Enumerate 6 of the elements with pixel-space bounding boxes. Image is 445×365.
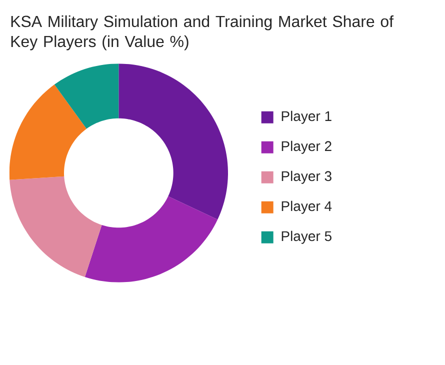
legend-label: Player 2 xyxy=(282,140,332,154)
legend-label: Player 5 xyxy=(282,230,332,244)
legend-label: Player 3 xyxy=(282,170,332,184)
chart-title: KSA Military Simulation and Training Market Share of Key Players (in Value %) xyxy=(11,15,394,50)
legend-label: Player 4 xyxy=(282,200,332,214)
legend-label: Player 1 xyxy=(282,110,332,124)
